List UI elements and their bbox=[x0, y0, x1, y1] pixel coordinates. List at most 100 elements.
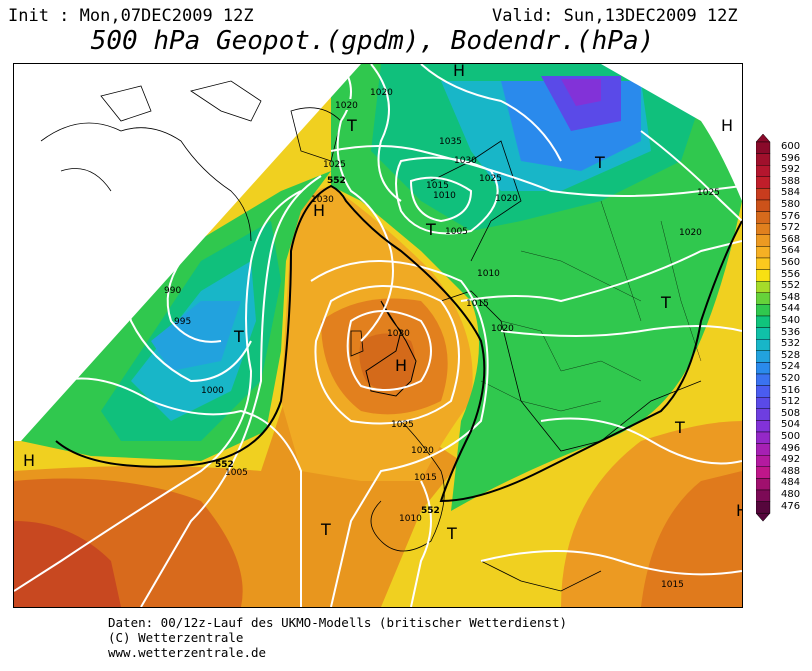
isobar-label: 1005 bbox=[445, 227, 468, 237]
scale-swatch bbox=[756, 501, 771, 514]
scale-label: 588 bbox=[781, 175, 801, 187]
isobar-label: 1025 bbox=[323, 160, 346, 170]
isobar-label: 1020 bbox=[495, 194, 518, 204]
high-pressure-marker: H bbox=[23, 451, 35, 470]
scale-swatch bbox=[756, 362, 771, 375]
isobar-label: 1025 bbox=[697, 188, 720, 198]
pressure-centers: H H H H H H T T T T T T T T bbox=[23, 64, 742, 543]
isobar-label: 1020 bbox=[679, 228, 702, 238]
contour-label-552: 552 bbox=[215, 460, 234, 470]
scale-label: 496 bbox=[781, 442, 801, 454]
scale-swatch bbox=[756, 385, 771, 398]
isobar-label: 1010 bbox=[399, 514, 422, 524]
isobar-label: 1015 bbox=[466, 299, 489, 309]
scale-label: 580 bbox=[781, 199, 801, 210]
contour-label-552: 552 bbox=[421, 506, 440, 516]
scale-swatch bbox=[756, 455, 771, 468]
scale-swatch bbox=[756, 269, 771, 282]
isobar-label: 1020 bbox=[335, 101, 358, 111]
isobar-label: 1020 bbox=[370, 88, 393, 98]
scale-swatch bbox=[756, 466, 771, 479]
scale-swatch bbox=[756, 188, 771, 201]
scale-swatch bbox=[756, 397, 771, 410]
high-pressure-marker: H bbox=[721, 116, 733, 135]
scale-label: 484 bbox=[781, 477, 801, 489]
scale-swatch bbox=[756, 257, 771, 270]
valid-time-label: Valid: Sun,13DEC2009 12Z bbox=[492, 6, 738, 26]
scale-swatch bbox=[756, 373, 771, 386]
scale-label: 568 bbox=[781, 233, 801, 245]
scale-swatch bbox=[756, 211, 771, 224]
scale-label: 564 bbox=[781, 245, 801, 257]
scale-swatch bbox=[756, 292, 771, 305]
scale-label: 512 bbox=[781, 396, 801, 408]
scale-label: 584 bbox=[781, 187, 801, 199]
low-pressure-marker: T bbox=[425, 220, 436, 239]
high-pressure-marker: H bbox=[395, 356, 407, 375]
scale-label: 508 bbox=[781, 407, 801, 419]
scale-label: 492 bbox=[781, 454, 801, 466]
scale-cap-top bbox=[756, 134, 771, 143]
scale-label: 488 bbox=[781, 465, 801, 477]
low-pressure-marker: T bbox=[446, 524, 457, 543]
scale-swatch bbox=[756, 153, 771, 166]
scale-swatch bbox=[756, 234, 771, 247]
scale-label: 504 bbox=[781, 419, 801, 431]
scale-label: 476 bbox=[781, 500, 801, 512]
isobar-label: 1015 bbox=[414, 473, 437, 483]
contour-label-552: 552 bbox=[327, 176, 346, 186]
scale-swatch bbox=[756, 420, 771, 433]
isobar-label: 1000 bbox=[201, 386, 224, 396]
isobar-label: 1010 bbox=[477, 269, 500, 279]
low-pressure-marker: T bbox=[346, 116, 357, 135]
scale-swatch bbox=[756, 350, 771, 363]
scale-label: 548 bbox=[781, 291, 801, 303]
isobar-label: 1020 bbox=[491, 324, 514, 334]
scale-label: 576 bbox=[781, 210, 801, 222]
scale-swatch bbox=[756, 199, 771, 212]
isobar-label: 1035 bbox=[439, 137, 462, 147]
isobar-label: 1015 bbox=[661, 580, 684, 590]
isobar-label: 1010 bbox=[433, 191, 456, 201]
scale-swatch bbox=[756, 280, 771, 293]
isobar-label: 1030 bbox=[311, 195, 334, 205]
scale-label: 500 bbox=[781, 431, 801, 442]
low-pressure-marker: T bbox=[594, 153, 605, 172]
scale-label: 552 bbox=[781, 280, 801, 292]
scale-swatch bbox=[756, 304, 771, 317]
scale-swatch bbox=[756, 315, 771, 328]
scale-label: 600 bbox=[781, 141, 801, 152]
scale-label: 528 bbox=[781, 349, 801, 361]
footer-data-source: Daten: 00/12z-Lauf des UKMO-Modells (bri… bbox=[108, 615, 568, 630]
weather-map: 1020 1020 1025 1035 1030 1015 1010 1025 … bbox=[13, 63, 743, 608]
scale-label: 572 bbox=[781, 222, 801, 234]
scale-label: 556 bbox=[781, 268, 801, 280]
footer-website: www.wetterzentrale.de bbox=[108, 645, 267, 660]
low-pressure-marker: T bbox=[233, 327, 244, 346]
isobar-label: 995 bbox=[174, 317, 191, 327]
scale-label: 544 bbox=[781, 303, 801, 315]
scale-label: 560 bbox=[781, 257, 801, 268]
low-pressure-marker: T bbox=[660, 293, 671, 312]
low-pressure-marker: T bbox=[320, 520, 331, 539]
scale-swatch bbox=[756, 165, 771, 178]
scale-label: 536 bbox=[781, 326, 801, 338]
isobar-label: 1025 bbox=[479, 174, 502, 184]
country-borders bbox=[480, 200, 702, 412]
footer-copyright: (C) Wetterzentrale bbox=[108, 630, 244, 645]
coastlines bbox=[40, 80, 702, 592]
low-pressure-marker: T bbox=[674, 418, 685, 437]
isobar-label: 1030 bbox=[454, 156, 477, 166]
scale-swatch bbox=[756, 443, 771, 456]
scale-label: 532 bbox=[781, 338, 801, 350]
scale-swatch bbox=[756, 222, 771, 235]
scale-label: 524 bbox=[781, 361, 801, 373]
scale-swatch bbox=[756, 408, 771, 421]
scale-label: 596 bbox=[781, 152, 801, 164]
high-pressure-marker: H bbox=[313, 201, 325, 220]
isobar-label: 1030 bbox=[387, 329, 410, 339]
isobar-label: 1005 bbox=[225, 468, 248, 478]
scale-swatch bbox=[756, 141, 771, 154]
552-contour bbox=[55, 184, 742, 503]
init-time-label: Init : Mon,07DEC2009 12Z bbox=[8, 6, 254, 26]
